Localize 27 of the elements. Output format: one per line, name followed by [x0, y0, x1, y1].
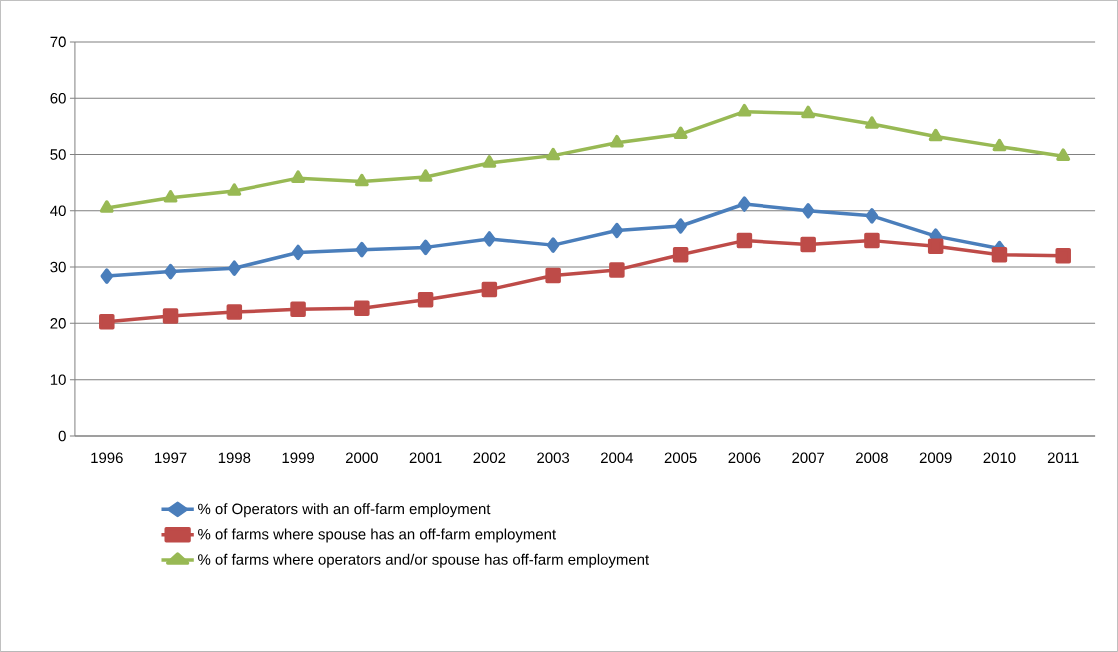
- legend-label: % of Operators with an off-farm employment: [198, 503, 491, 518]
- x-tick-label: 2002: [473, 452, 506, 464]
- x-tick-label: 2011: [1047, 452, 1079, 464]
- y-tick-label: 40: [50, 205, 66, 217]
- x-tick-label: 2005: [664, 452, 697, 464]
- x-tick-label: 2009: [919, 452, 952, 464]
- x-tick-label: 1999: [282, 452, 314, 464]
- x-tick-label: 2003: [537, 452, 570, 464]
- x-tick-label: 2001: [409, 452, 442, 464]
- legend-label: % of farms where spouse has an off-farm employment: [198, 528, 556, 543]
- y-tick-label: 70: [50, 36, 66, 48]
- x-tick-label: 1998: [218, 452, 251, 464]
- x-tick-label: 1997: [155, 452, 187, 464]
- x-tick-label: 2000: [345, 452, 378, 464]
- y-tick-label: 60: [50, 92, 66, 104]
- y-tick-label: 20: [50, 318, 66, 329]
- y-tick-label: 10: [50, 374, 66, 385]
- x-tick-label: 2004: [601, 452, 634, 464]
- x-tick-label: 2006: [728, 452, 761, 464]
- x-tick-label: 1996: [91, 452, 123, 464]
- y-tick-label: 30: [50, 261, 66, 273]
- x-tick-label: 2007: [792, 452, 825, 464]
- x-tick-label: 2010: [983, 452, 1016, 464]
- x-tick-label: 2008: [856, 452, 888, 464]
- y-tick-label: 50: [50, 149, 66, 160]
- y-tick-label: 0: [58, 430, 66, 442]
- legend-label: % of farms where operators and/or spouse has off-farm employment: [198, 553, 650, 568]
